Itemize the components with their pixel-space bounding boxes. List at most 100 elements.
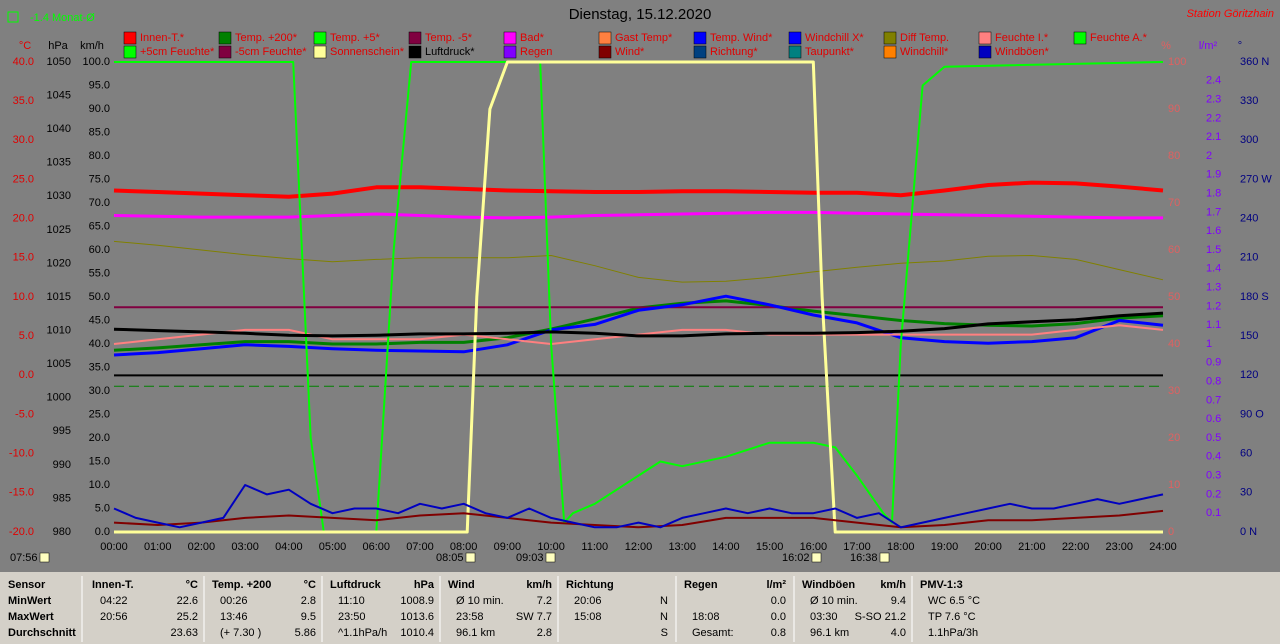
- legend-label: Luftdruck*: [425, 46, 475, 58]
- station: Station Göritzhain: [1187, 8, 1274, 20]
- table-cell: 1013.6: [400, 611, 434, 623]
- y-tick-label: 1.4: [1206, 263, 1221, 275]
- y-tick-label: 1025: [47, 224, 71, 236]
- legend-label: Temp. +200*: [235, 32, 298, 44]
- table-cell: Windböen: [802, 579, 855, 591]
- table-cell: 04:22: [100, 595, 128, 607]
- x-tick-label: 01:00: [144, 541, 172, 553]
- y-tick-label: 80.0: [89, 150, 110, 162]
- legend-label: Regen: [520, 46, 552, 58]
- series-line: [114, 61, 1164, 533]
- axis-unit: °: [1238, 40, 1242, 52]
- y-tick-label: 0.7: [1206, 394, 1221, 406]
- y-tick-label: 1000: [47, 392, 71, 404]
- legend-label: Temp. -5*: [425, 32, 473, 44]
- y-tick-label: 0.8: [1206, 376, 1221, 388]
- y-tick-label: 1035: [47, 157, 71, 169]
- table-cell: 03:30: [810, 611, 838, 623]
- y-tick-label: 10.0: [89, 479, 110, 491]
- y-tick-label: 30.0: [13, 134, 34, 146]
- table-cell: SW 7.7: [516, 611, 552, 623]
- table-cell: 11:10: [338, 595, 365, 607]
- y-tick-label: 10.0: [13, 291, 34, 303]
- table-cell: 22.6: [177, 595, 198, 607]
- y-tick-label: 330: [1240, 95, 1258, 107]
- y-tick-label: 360 N: [1240, 56, 1269, 68]
- table-cell: 1008.9: [400, 595, 434, 607]
- x-tick-label: 11:00: [581, 541, 608, 553]
- y-tick-label: 5.0: [19, 330, 34, 342]
- table-cell: (+ 7.30 ): [220, 627, 261, 639]
- y-tick-label: 985: [53, 492, 71, 504]
- y-tick-label: 55.0: [89, 267, 110, 279]
- x-tick-label: 07:00: [406, 541, 434, 553]
- y-tick-label: 90.0: [89, 103, 110, 115]
- table-cell: PMV-1:3: [920, 579, 963, 591]
- y-tick-label: 1045: [47, 89, 71, 101]
- sun-icon: [811, 552, 822, 563]
- y-tick-label: 2: [1206, 150, 1212, 162]
- table-cell: Richtung: [566, 579, 614, 591]
- y-tick-label: 1.1: [1206, 319, 1221, 331]
- legend-swatch: [978, 45, 992, 59]
- table-cell: MinWert: [8, 595, 52, 607]
- chart-title: Dienstag, 15.12.2020: [569, 6, 712, 23]
- legend-swatch: [598, 31, 612, 45]
- legend-swatch: [123, 31, 137, 45]
- legend-swatch: [883, 45, 897, 59]
- y-tick-label: 40.0: [89, 338, 110, 350]
- y-tick-label: 0.2: [1206, 488, 1221, 500]
- y-tick-label: 25.0: [13, 173, 34, 185]
- sun-time: 16:38: [850, 552, 878, 564]
- sun-time: 16:02: [782, 552, 810, 564]
- y-tick-label: 120: [1240, 369, 1258, 381]
- legend-swatch: [598, 45, 612, 59]
- legend-label: Taupunkt*: [805, 46, 855, 58]
- y-tick-label: 15.0: [89, 455, 110, 467]
- y-tick-label: 50: [1168, 291, 1180, 303]
- series-line: [113, 484, 1164, 529]
- legend-label: Temp. Wind*: [710, 32, 773, 44]
- legend-swatch: [408, 45, 422, 59]
- y-tick-label: 60: [1240, 448, 1252, 460]
- y-tick-label: 15.0: [13, 252, 34, 264]
- series-line: [113, 311, 1164, 338]
- axis-unit: %: [1161, 40, 1171, 52]
- table-cell: Luftdruck: [330, 579, 382, 591]
- table-cell: 2.8: [537, 627, 552, 639]
- table-cell: 1010.4: [400, 627, 434, 639]
- table-cell: 0.8: [771, 627, 786, 639]
- x-tick-label: 05:00: [319, 541, 347, 553]
- y-tick-label: -20.0: [9, 526, 34, 538]
- x-tick-label: 22:00: [1062, 541, 1090, 553]
- y-tick-label: 20.0: [89, 432, 110, 444]
- series-line: [113, 180, 1164, 199]
- x-tick-label: 03:00: [231, 541, 259, 553]
- y-tick-label: 180 S: [1240, 291, 1269, 303]
- y-tick-label: 70: [1168, 197, 1180, 209]
- y-tick-label: 1.6: [1206, 225, 1221, 237]
- y-tick-label: 20: [1168, 432, 1180, 444]
- table-cell: 9.5: [301, 611, 316, 623]
- y-tick-label: 1.2: [1206, 300, 1221, 312]
- y-tick-label: 995: [53, 425, 71, 437]
- legend-label: Diff Temp.: [900, 32, 949, 44]
- y-tick-label: 0.4: [1206, 451, 1221, 463]
- y-tick-label: 65.0: [89, 220, 110, 232]
- y-tick-label: 990: [53, 459, 71, 471]
- series-line: [113, 509, 1164, 529]
- table-cell: km/h: [526, 579, 552, 591]
- table-cell: 9.4: [891, 595, 906, 607]
- y-tick-label: 0.6: [1206, 413, 1221, 425]
- table-cell: 15:08: [574, 611, 602, 623]
- legend-label: Feuchte I.*: [995, 32, 1049, 44]
- table-cell: 00:26: [220, 595, 248, 607]
- legend-label: -5cm Feuchte*: [235, 46, 307, 58]
- table-cell: 20:56: [100, 611, 128, 623]
- sun-time: 07:56: [10, 552, 38, 564]
- legend-label: Innen-T.*: [140, 32, 185, 44]
- y-tick-label: 45.0: [89, 314, 110, 326]
- x-tick-label: 17:00: [843, 541, 871, 553]
- legend-swatch: [313, 31, 327, 45]
- table-cell: 4.0: [891, 627, 906, 639]
